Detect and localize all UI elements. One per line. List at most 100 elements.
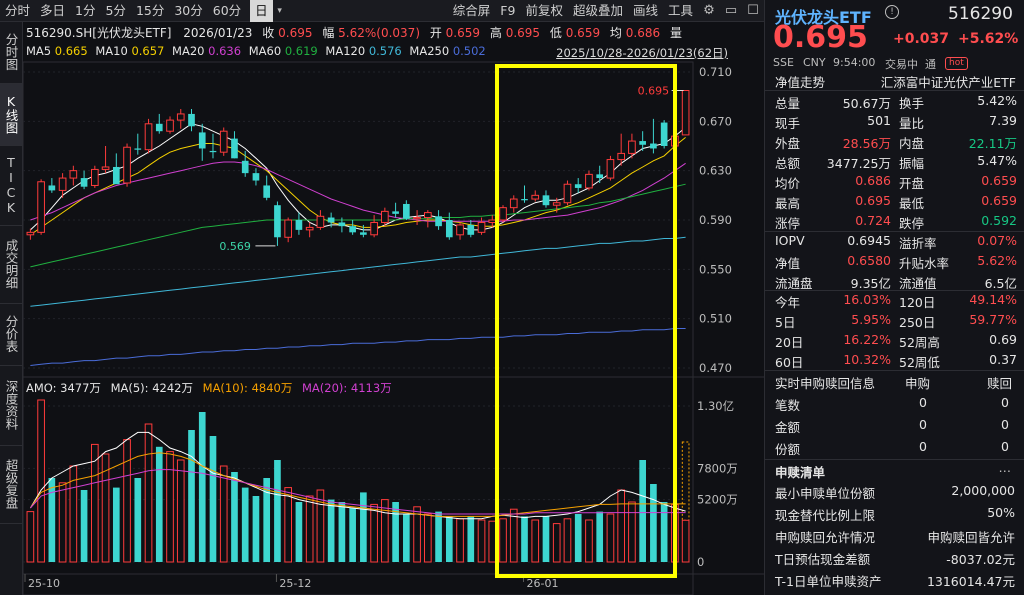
candle [176, 109, 185, 129]
kline-chart[interactable]: 0.710 0.670 0.630 0.590 0.550 0.510 0.470 1.30亿… [23, 22, 764, 595]
menu-tools[interactable]: 工具 [667, 2, 693, 18]
period-tab-1[interactable]: 多日 [40, 2, 66, 18]
menu-draw[interactable]: 画线 [632, 2, 658, 18]
menu-f9[interactable]: F9 [500, 2, 516, 18]
chart-canvas[interactable]: 0.710 0.670 0.630 0.590 0.550 0.510 0.470 1.30亿… [23, 22, 764, 595]
hot-badge: hot [945, 57, 968, 70]
redeem-row-buy: 0 [919, 395, 927, 410]
perf-label: 250日 [899, 315, 936, 330]
ma20-line [30, 161, 686, 222]
quote-value: 28.56万 [842, 136, 891, 151]
menu-fuquan[interactable]: 前复权 [525, 2, 563, 18]
iopv-row: 净值 0.6580 升贴水率 5.62% [765, 251, 1024, 271]
redeem-list-value: 50% [987, 505, 1015, 520]
candle [209, 133, 217, 159]
more-icon[interactable]: … [998, 460, 1012, 475]
date-range-label[interactable]: 2025/10/28-2026/01/23(62日) [556, 46, 728, 60]
period-tab-0[interactable]: 分时 [5, 2, 31, 18]
candle [639, 131, 646, 151]
ma10-label: MA10 [95, 44, 128, 58]
vol-ma10-line [29, 452, 686, 517]
candle-body [509, 198, 518, 209]
candle-body [499, 207, 507, 221]
menu-zonghe[interactable]: 综合屏 [452, 2, 491, 18]
perf-value: 0.37 [989, 352, 1017, 367]
side-tab-tick[interactable]: TICK [0, 146, 22, 226]
volume-bar [58, 482, 67, 563]
ma20-value: 0.636 [208, 44, 242, 58]
volume-bar [327, 499, 335, 562]
volume-bar [166, 451, 174, 563]
period-tab-5[interactable]: 30分 [174, 2, 203, 18]
period-tab-3[interactable]: 5分 [105, 2, 126, 18]
side-tab-price-table[interactable]: 分价表 [0, 304, 22, 366]
candle [241, 150, 249, 177]
candle [155, 113, 163, 134]
price-change: +0.037 [893, 31, 950, 47]
candle [263, 175, 271, 201]
candle-body [252, 173, 260, 181]
vol-ma5-value: MA(5): 4242万 [110, 381, 193, 395]
price-tick-label: 0.470 [699, 361, 732, 375]
layout-icon[interactable]: ▭ [724, 3, 738, 18]
highlight-box [495, 64, 677, 578]
settings-icon[interactable]: ⚙ [703, 3, 715, 18]
volume-bar [144, 423, 153, 563]
candle [531, 190, 540, 202]
period-tab-day[interactable]: 日 [250, 0, 273, 22]
side-tab-review[interactable]: 超级复盘 [0, 446, 22, 524]
redeem-row-buy: 0 [919, 417, 927, 432]
period-dropdown-icon[interactable]: ▾ [277, 5, 282, 16]
iopv-row: IOPV 0.6945 溢折率 0.07% [765, 231, 1024, 251]
candle-body [101, 166, 110, 170]
expand-icon[interactable]: ☐ [747, 3, 759, 18]
quote-label: 最低 [899, 196, 925, 211]
redeem-row: 份额 0 0 [765, 437, 1024, 457]
redeem-row-label: 份额 [775, 442, 801, 457]
menu-overlay[interactable]: 超级叠加 [572, 2, 623, 18]
vol-ma10-value: MA(10): 4840万 [202, 381, 293, 395]
iopv-row: 流通盘 9.35亿 流通值 6.5亿 [765, 271, 1024, 291]
quote-label: 换手 [899, 96, 925, 111]
period-tab-2[interactable]: 1分 [75, 2, 96, 18]
volume-bar [188, 430, 195, 562]
quote-value: 7.39 [989, 113, 1017, 128]
candle [423, 210, 432, 228]
candle-body [445, 220, 453, 238]
nav-trend-link[interactable]: 净值走势 [775, 75, 826, 90]
candle-body [90, 168, 99, 186]
low-value: 0.659 [565, 26, 601, 40]
quote-row: 总额 3477.25万 振幅 5.47% [765, 151, 1024, 171]
perf-label: 120日 [899, 295, 936, 310]
candle-body [435, 216, 442, 227]
volume-bar [488, 520, 497, 563]
iopv-label: 流通值 [899, 276, 937, 291]
period-tab-4[interactable]: 15分 [135, 2, 165, 18]
candle [112, 153, 120, 185]
price-tick-label: 0.510 [699, 312, 732, 326]
amo-value: AMO: 3477万 [26, 381, 101, 395]
info-icon[interactable]: ! [885, 5, 899, 19]
candle-body [403, 203, 410, 219]
volume-bar [360, 492, 367, 562]
side-tab-depth[interactable]: 深度资料 [0, 366, 22, 446]
redeem-row-sell: 0 [1001, 395, 1009, 410]
candle-body [392, 211, 399, 214]
price-tick-label: 0.670 [699, 114, 732, 128]
volume-bar [123, 439, 131, 563]
redeem-header: 实时申购赎回信息 申购 赎回 [765, 371, 1024, 391]
volume-bar [252, 496, 260, 562]
perf-label: 60日 [775, 355, 804, 370]
candle-body [134, 148, 142, 150]
ma20-label: MA20 [172, 44, 205, 58]
chart-toolbar: 分时 多日 1分 5分 15分 30分 60分 日 ▾ 综合屏 F9 前复权 超… [0, 0, 764, 22]
side-tab-timeshare[interactable]: 分时图 [0, 22, 22, 84]
perf-label: 今年 [775, 295, 801, 310]
volume-bar [585, 519, 593, 563]
quote-label: 均价 [775, 176, 801, 191]
period-tab-6[interactable]: 60分 [212, 2, 242, 18]
side-tab-trades[interactable]: 成交明细 [0, 226, 22, 304]
side-tab-kline[interactable]: K线图 [0, 84, 22, 146]
avg-label: 均 [609, 26, 622, 40]
candle-body [488, 219, 497, 223]
